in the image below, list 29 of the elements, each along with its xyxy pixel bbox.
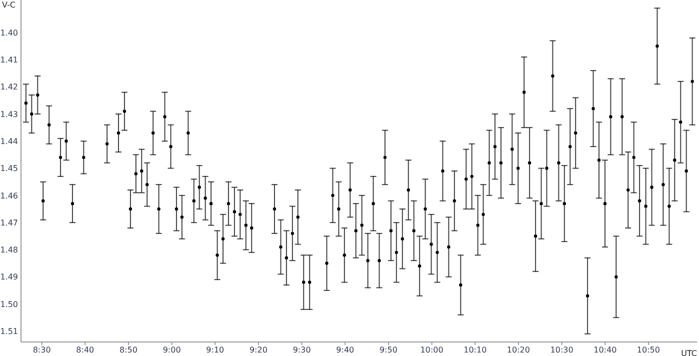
x-tick-label: 9:10 xyxy=(206,346,224,355)
x-tick-label: 9:20 xyxy=(249,346,268,355)
x-tick-label: 10:10 xyxy=(464,346,487,355)
x-tick-label: 8:50 xyxy=(119,346,138,355)
y-tick-label: 1.48 xyxy=(0,246,18,255)
y-tick-label: 1.45 xyxy=(0,164,18,174)
y-tick-label: 1.44 xyxy=(0,136,18,146)
x-tick-label: 10:50 xyxy=(636,346,660,355)
x-tick-label: 10:40 xyxy=(594,346,617,355)
x-tick-label: 9:40 xyxy=(336,346,354,355)
x-tick-label: 8:30 xyxy=(32,346,51,355)
x-tick-label: 9:00 xyxy=(162,346,181,355)
y-axis-title: V-C xyxy=(2,0,16,10)
y-tick-label: 1.43 xyxy=(0,110,18,119)
x-tick-label: 9:30 xyxy=(292,346,311,355)
y-tick-label: 1.50 xyxy=(0,300,18,309)
x-tick-label: 10:20 xyxy=(506,346,530,355)
x-tick-label: 9:50 xyxy=(379,346,398,355)
x-axis-title: UTC xyxy=(681,349,698,356)
x-tick-label: 8:40 xyxy=(76,346,94,355)
y-tick-label: 1.42 xyxy=(0,82,18,92)
y-tick-label: 1.40 xyxy=(0,28,18,38)
x-tick-label: 10:30 xyxy=(550,346,574,355)
y-tick-label: 1.41 xyxy=(0,56,18,65)
x-tick-label: 10:00 xyxy=(420,346,444,355)
y-tick-label: 1.51 xyxy=(0,326,18,336)
y-tick-label: 1.47 xyxy=(0,218,18,228)
y-tick-label: 1.46 xyxy=(0,191,18,200)
y-tick-label: 1.49 xyxy=(0,272,18,282)
